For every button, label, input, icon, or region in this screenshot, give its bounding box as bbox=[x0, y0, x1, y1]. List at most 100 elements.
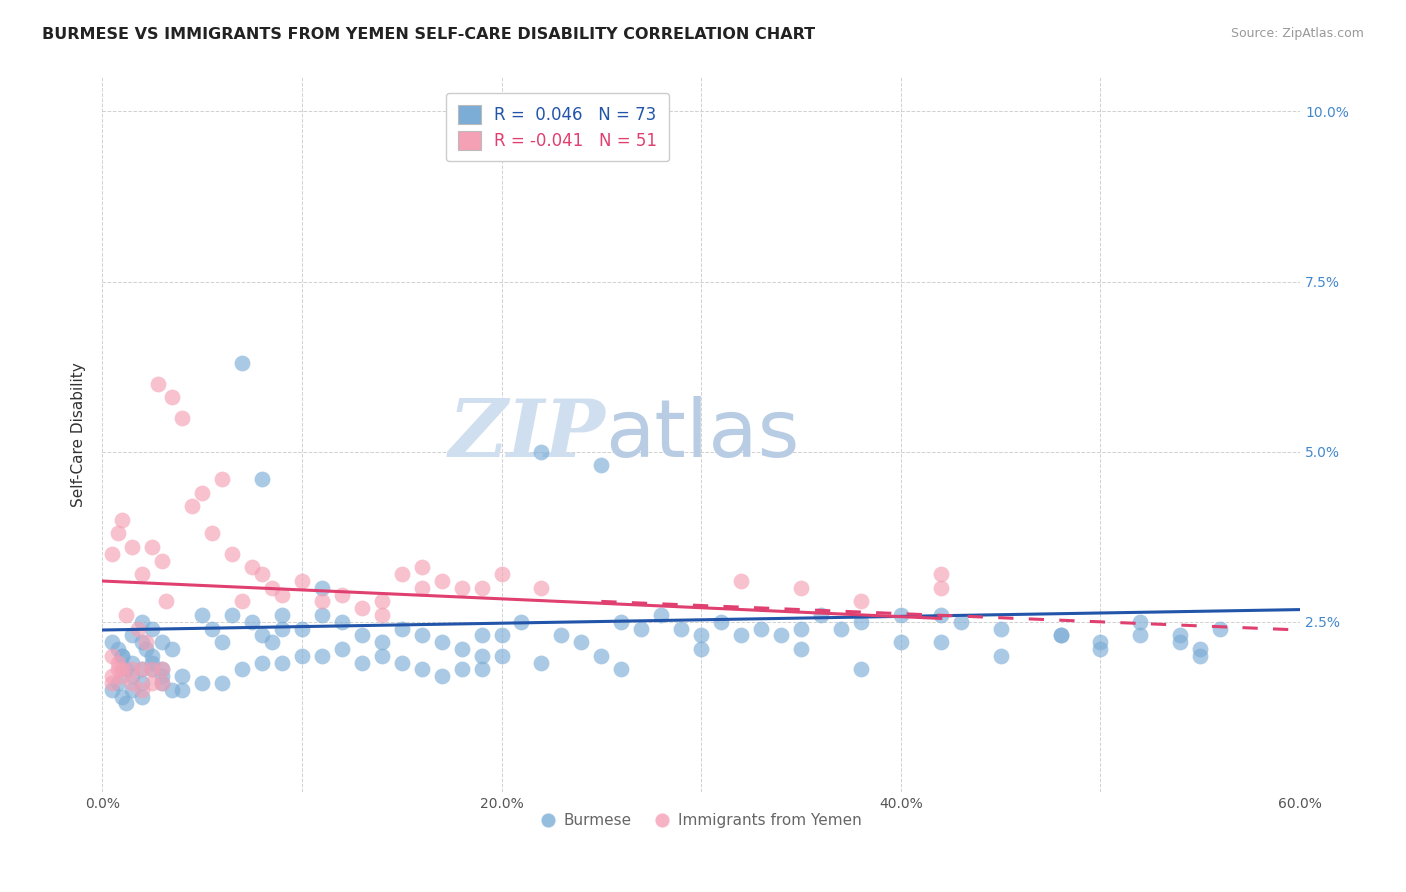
Point bbox=[240, 615, 263, 629]
Point bbox=[530, 444, 553, 458]
Point bbox=[929, 607, 952, 622]
Point bbox=[1129, 628, 1152, 642]
Point bbox=[111, 648, 134, 663]
Point bbox=[121, 676, 143, 690]
Point bbox=[111, 648, 134, 663]
Text: BURMESE VS IMMIGRANTS FROM YEMEN SELF-CARE DISABILITY CORRELATION CHART: BURMESE VS IMMIGRANTS FROM YEMEN SELF-CA… bbox=[42, 27, 815, 42]
Point bbox=[749, 622, 772, 636]
Point bbox=[141, 656, 163, 670]
Point bbox=[141, 622, 163, 636]
Point bbox=[370, 607, 392, 622]
Point bbox=[231, 594, 253, 608]
Point bbox=[170, 410, 193, 425]
Point bbox=[170, 669, 193, 683]
Point bbox=[121, 669, 143, 683]
Point bbox=[470, 628, 492, 642]
Point bbox=[250, 472, 273, 486]
Point bbox=[1189, 642, 1212, 657]
Point bbox=[191, 676, 214, 690]
Point bbox=[510, 615, 533, 629]
Point bbox=[150, 676, 173, 690]
Point bbox=[1168, 628, 1191, 642]
Point bbox=[131, 615, 153, 629]
Text: Source: ZipAtlas.com: Source: ZipAtlas.com bbox=[1230, 27, 1364, 40]
Point bbox=[470, 648, 492, 663]
Point bbox=[160, 390, 183, 404]
Point bbox=[450, 581, 472, 595]
Point bbox=[121, 663, 143, 677]
Point bbox=[250, 567, 273, 582]
Point bbox=[330, 588, 353, 602]
Point bbox=[370, 594, 392, 608]
Point bbox=[730, 574, 752, 588]
Point bbox=[270, 622, 292, 636]
Point bbox=[270, 607, 292, 622]
Point bbox=[1129, 615, 1152, 629]
Point bbox=[430, 574, 453, 588]
Point bbox=[150, 663, 173, 677]
Point bbox=[830, 622, 852, 636]
Point bbox=[131, 690, 153, 704]
Point bbox=[201, 622, 224, 636]
Point bbox=[107, 656, 129, 670]
Point bbox=[107, 642, 129, 657]
Point bbox=[150, 553, 173, 567]
Point bbox=[131, 635, 153, 649]
Point bbox=[591, 648, 613, 663]
Point bbox=[391, 567, 413, 582]
Point bbox=[411, 560, 433, 574]
Point bbox=[260, 581, 283, 595]
Point bbox=[530, 656, 553, 670]
Point bbox=[270, 588, 292, 602]
Point bbox=[211, 472, 233, 486]
Point bbox=[141, 540, 163, 554]
Point bbox=[131, 682, 153, 697]
Point bbox=[650, 607, 672, 622]
Point bbox=[211, 635, 233, 649]
Point bbox=[370, 648, 392, 663]
Legend: Burmese, Immigrants from Yemen: Burmese, Immigrants from Yemen bbox=[534, 807, 868, 834]
Point bbox=[710, 615, 733, 629]
Point bbox=[391, 622, 413, 636]
Point bbox=[849, 594, 872, 608]
Point bbox=[107, 526, 129, 541]
Point bbox=[221, 607, 243, 622]
Point bbox=[1049, 628, 1071, 642]
Point bbox=[470, 581, 492, 595]
Point bbox=[150, 635, 173, 649]
Point bbox=[790, 581, 813, 595]
Point bbox=[929, 567, 952, 582]
Point bbox=[491, 628, 513, 642]
Point bbox=[115, 607, 138, 622]
Point bbox=[121, 540, 143, 554]
Point bbox=[790, 642, 813, 657]
Point bbox=[990, 648, 1012, 663]
Point bbox=[135, 635, 157, 649]
Point bbox=[569, 635, 592, 649]
Point bbox=[101, 676, 124, 690]
Text: ZIP: ZIP bbox=[449, 396, 606, 474]
Point bbox=[101, 669, 124, 683]
Point bbox=[690, 628, 713, 642]
Point bbox=[101, 547, 124, 561]
Point bbox=[135, 642, 157, 657]
Point bbox=[610, 663, 633, 677]
Point bbox=[1090, 635, 1112, 649]
Point bbox=[231, 356, 253, 370]
Point bbox=[111, 513, 134, 527]
Point bbox=[311, 594, 333, 608]
Point bbox=[690, 642, 713, 657]
Point bbox=[181, 499, 204, 513]
Point bbox=[350, 601, 373, 615]
Point bbox=[191, 607, 214, 622]
Point bbox=[107, 676, 129, 690]
Point bbox=[790, 622, 813, 636]
Point bbox=[150, 669, 173, 683]
Point bbox=[150, 676, 173, 690]
Point bbox=[115, 697, 138, 711]
Point bbox=[849, 615, 872, 629]
Point bbox=[101, 682, 124, 697]
Point bbox=[291, 648, 314, 663]
Point bbox=[111, 669, 134, 683]
Point bbox=[350, 628, 373, 642]
